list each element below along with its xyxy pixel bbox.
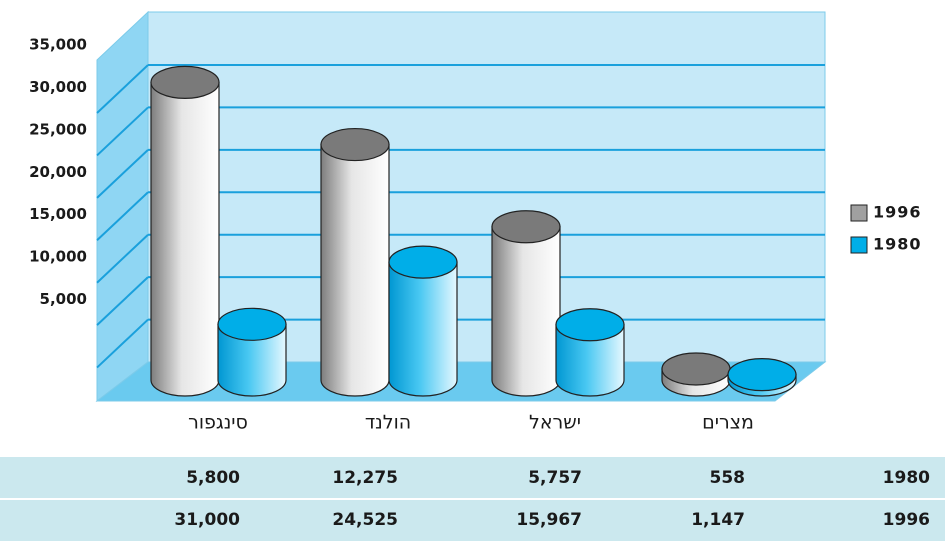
y-tick-label: 35,000: [29, 36, 87, 54]
cylinder-top: [217, 307, 287, 341]
cylinder-top: [388, 245, 458, 279]
cylinder: [555, 324, 625, 397]
cylinder-top: [491, 210, 561, 244]
grid-line: [96, 276, 149, 326]
table-cell: 31,000: [174, 510, 240, 530]
cylinder-top: [727, 358, 797, 392]
table-cell: 558: [710, 468, 746, 488]
table-cell: 5,757: [528, 468, 582, 488]
table-cell: 15,967: [516, 510, 582, 530]
y-tick-label: 30,000: [29, 78, 87, 96]
cylinder: [320, 143, 390, 397]
legend-swatch: [850, 204, 868, 222]
y-tick-label: 20,000: [29, 163, 87, 181]
x-tick-label: סינגפור: [188, 412, 248, 434]
grid: [96, 64, 825, 369]
grid-line: [96, 233, 149, 284]
table-cell: 24,525: [332, 510, 398, 530]
y-tick-label: 10,000: [29, 248, 87, 266]
cylinder: [217, 323, 287, 397]
table-row-bg: [0, 457, 945, 498]
cylinder-top: [661, 352, 731, 386]
x-tick-label: מצרים: [702, 412, 754, 434]
x-tick-label: ישראל: [529, 412, 581, 434]
y-tick-label: 25,000: [29, 120, 87, 138]
legend-label: 1996: [873, 203, 922, 222]
grid-line: [96, 191, 149, 242]
x-tick-label: הולנד: [365, 412, 411, 434]
legend-label: 1980: [873, 235, 922, 254]
marks: [150, 65, 797, 397]
grid-line: [96, 318, 149, 369]
grid-line: [96, 149, 149, 199]
table-row-label: 1996: [883, 510, 930, 530]
legend-swatch: [850, 236, 868, 254]
cylinder: [388, 261, 458, 397]
cylinder-top: [150, 65, 220, 100]
cylinder-top: [320, 127, 390, 162]
cylinder-top: [555, 308, 625, 342]
table-row-bg: [0, 500, 945, 541]
y-tick-label: 5,000: [40, 290, 87, 308]
table-cell: 12,275: [332, 468, 398, 488]
grid-line: [96, 106, 149, 157]
grid-line: [96, 64, 149, 114]
cylinder: [491, 226, 561, 397]
y-tick-label: 15,000: [29, 205, 87, 223]
table-cell: 1,147: [691, 510, 745, 530]
table-row-label: 1980: [883, 468, 930, 488]
table-cell: 5,800: [186, 468, 240, 488]
cylinder: [150, 81, 220, 397]
